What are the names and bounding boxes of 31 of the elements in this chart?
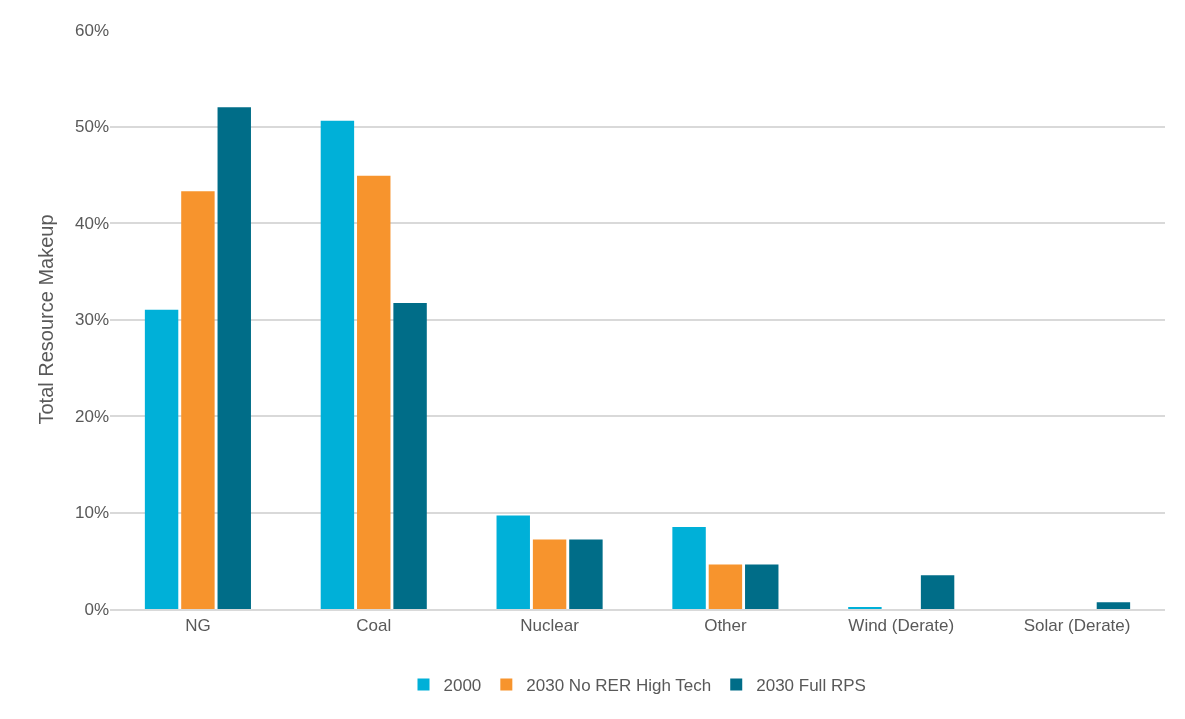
y-tick-label: 40% xyxy=(74,213,109,233)
bar xyxy=(144,309,179,609)
legend-label: 2000 xyxy=(443,676,482,696)
y-axis-title: Total Resource Makeup xyxy=(35,214,58,425)
bar xyxy=(920,575,955,609)
y-tick-label: 60% xyxy=(74,20,109,40)
bar xyxy=(708,564,743,609)
bar xyxy=(393,303,427,609)
y-tick-label: 50% xyxy=(74,117,109,137)
y-tick-label: 20% xyxy=(74,406,109,426)
bar xyxy=(217,107,251,609)
x-tick-label: NG xyxy=(185,616,211,636)
bar xyxy=(745,564,779,609)
bar xyxy=(320,120,355,609)
y-tick-label: 10% xyxy=(74,503,109,523)
legend-label: 2030 No RER High Tech xyxy=(526,676,712,696)
bar xyxy=(1096,602,1131,609)
bar xyxy=(672,526,706,609)
x-tick-label: Other xyxy=(704,616,748,636)
bar xyxy=(357,175,391,609)
x-tick-label: Wind (Derate) xyxy=(848,616,955,636)
x-tick-label: Solar (Derate) xyxy=(1023,616,1131,636)
y-tick-label: 30% xyxy=(74,310,109,330)
y-tick-label: 0% xyxy=(84,599,109,619)
bar xyxy=(181,191,215,609)
bar xyxy=(496,515,530,609)
bar xyxy=(569,539,603,609)
x-tick-label: Nuclear xyxy=(520,616,580,636)
x-tick-label: Coal xyxy=(356,616,392,636)
legend-label: 2030 Full RPS xyxy=(756,676,866,696)
bar xyxy=(532,539,567,609)
